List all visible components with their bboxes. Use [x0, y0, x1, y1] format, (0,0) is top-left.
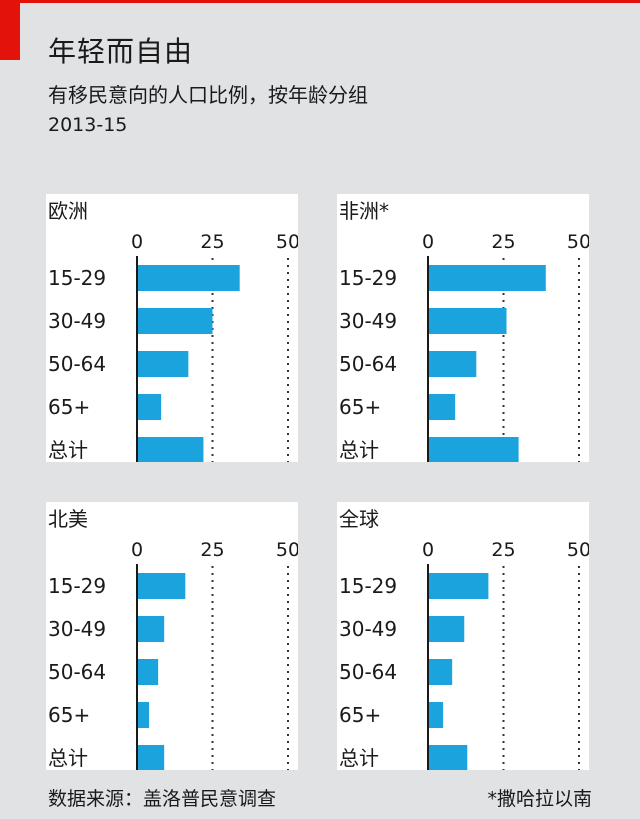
- panel-global: 全球 0 25 50 15-29 30-49 50-64 65+ 总计: [337, 502, 589, 770]
- tick-label: 50: [567, 231, 589, 253]
- panel-title: 全球: [339, 507, 379, 531]
- category-label: 15-29: [339, 266, 397, 290]
- panel-europe: 欧洲 0 25 50 15-29 30-49 50-64 65+ 总计: [46, 194, 298, 462]
- footer-note: *撒哈拉以南: [487, 788, 592, 810]
- bar-chart-svg: 全球 0 25 50 15-29 30-49 50-64 65+ 总计: [337, 502, 589, 770]
- category-label: 50-64: [339, 352, 397, 376]
- tick-label: 0: [131, 539, 143, 561]
- bar: [137, 308, 213, 334]
- bar-chart-svg: 欧洲 0 25 50 15-29 30-49 50-64 65+ 总计: [46, 194, 298, 462]
- category-label: 15-29: [48, 266, 106, 290]
- panel-background: [46, 502, 298, 770]
- category-label: 总计: [48, 438, 88, 462]
- tick-label: 25: [200, 539, 224, 561]
- category-label: 30-49: [339, 617, 397, 641]
- tick-label: 25: [200, 231, 224, 253]
- bar: [428, 351, 477, 377]
- category-label: 50-64: [339, 660, 397, 684]
- bar: [428, 394, 456, 420]
- tick-label: 0: [422, 539, 434, 561]
- category-label: 65+: [48, 395, 90, 419]
- bar: [428, 659, 453, 685]
- panel-north-america: 北美 0 25 50 15-29 30-49 50-64 65+ 总计: [46, 502, 298, 770]
- bar: [428, 573, 489, 599]
- category-label: 15-29: [339, 574, 397, 598]
- tick-label: 25: [491, 539, 515, 561]
- chart-period: 2013-15: [48, 114, 128, 136]
- tick-label: 0: [131, 231, 143, 253]
- bar-chart-svg: 非洲* 0 25 50 15-29 30-49 50-64 65+ 总计: [337, 194, 589, 462]
- category-label: 30-49: [48, 617, 106, 641]
- category-label: 30-49: [48, 309, 106, 333]
- bar: [137, 616, 165, 642]
- category-label: 总计: [339, 746, 379, 770]
- bar: [428, 308, 507, 334]
- bar: [428, 745, 468, 770]
- tick-label: 50: [276, 231, 298, 253]
- bar-chart-svg: 北美 0 25 50 15-29 30-49 50-64 65+ 总计: [46, 502, 298, 770]
- chart-subtitle: 有移民意向的人口比例，按年龄分组: [48, 83, 368, 107]
- panel-africa: 非洲* 0 25 50 15-29 30-49 50-64 65+ 总计: [337, 194, 589, 462]
- bar: [428, 616, 465, 642]
- category-label: 65+: [339, 703, 381, 727]
- category-label: 15-29: [48, 574, 106, 598]
- panel-title: 欧洲: [48, 199, 88, 223]
- bar: [428, 265, 546, 291]
- category-label: 65+: [48, 703, 90, 727]
- brand-accent-block: [0, 0, 20, 60]
- bar: [137, 437, 204, 462]
- bar: [137, 745, 165, 770]
- bar: [137, 265, 240, 291]
- panel-title: 北美: [48, 507, 88, 531]
- bar: [137, 659, 159, 685]
- category-label: 50-64: [48, 660, 106, 684]
- bar: [428, 702, 444, 728]
- category-label: 30-49: [339, 309, 397, 333]
- category-label: 50-64: [48, 352, 106, 376]
- footer-source: 数据来源：盖洛普民意调查: [48, 788, 277, 810]
- tick-label: 50: [567, 539, 589, 561]
- category-label: 总计: [339, 438, 379, 462]
- tick-label: 0: [422, 231, 434, 253]
- panel-title: 非洲*: [339, 199, 389, 223]
- category-label: 65+: [339, 395, 381, 419]
- tick-label: 25: [491, 231, 515, 253]
- bar: [428, 437, 519, 462]
- bar: [137, 702, 150, 728]
- category-label: 总计: [48, 746, 88, 770]
- chart-title: 年轻而自由: [48, 35, 194, 68]
- bar: [137, 351, 189, 377]
- bar: [137, 573, 186, 599]
- bar: [137, 394, 162, 420]
- tick-label: 50: [276, 539, 298, 561]
- top-rule: [0, 0, 640, 3]
